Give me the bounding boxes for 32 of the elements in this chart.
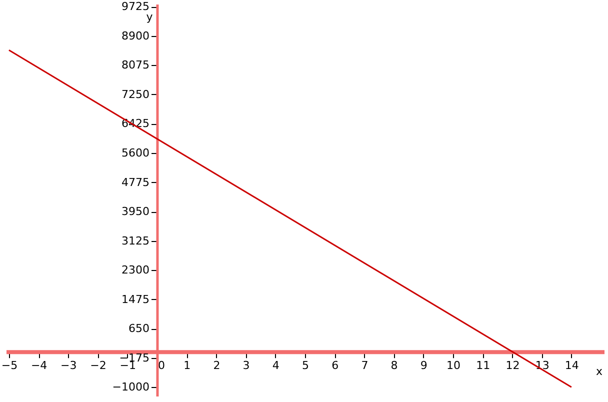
y-tick-label: 3950 [121, 205, 150, 218]
x-tick-label: 14 [564, 359, 579, 372]
y-tick-label: 1475 [121, 292, 150, 306]
x-tick-label: 6 [332, 359, 339, 372]
x-tick-label: 11 [476, 359, 490, 372]
y-tick-label: 9725 [121, 0, 150, 14]
y-tick-label: 5600 [121, 146, 150, 160]
x-axis-title: x [596, 365, 603, 378]
y-tick-label: 4775 [121, 176, 150, 189]
x-tick-label: 8 [390, 359, 398, 372]
y-tick-label: 3125 [121, 234, 150, 248]
x-tick-label: 3 [242, 359, 250, 372]
x-tick-label: 7 [361, 359, 368, 372]
y-tick-label: 650 [128, 322, 150, 336]
x-tick-label: 5 [302, 359, 309, 372]
x-tick-label: −3 [60, 359, 77, 372]
x-tick-label: 4 [272, 359, 280, 372]
x-tick-label: 9 [420, 359, 428, 372]
x-tick-label: 2 [213, 359, 220, 372]
y-tick-label: 2300 [121, 264, 150, 277]
x-tick-label: 12 [506, 359, 520, 372]
y-tick-label: −1000 [112, 380, 150, 394]
x-tick-label: 1 [184, 359, 191, 372]
x-tick-label: −4 [30, 359, 48, 372]
x-tick-label: −2 [90, 359, 106, 372]
y-tick-label: 8075 [121, 58, 150, 72]
y-tick-label: 7250 [121, 88, 150, 101]
x-tick-label: −5 [1, 359, 18, 372]
x-tick-label: 0 [158, 359, 165, 372]
y-tick-label: 8900 [121, 29, 150, 42]
x-tick-label: 10 [446, 359, 461, 372]
y-axis-title: y [146, 10, 154, 24]
